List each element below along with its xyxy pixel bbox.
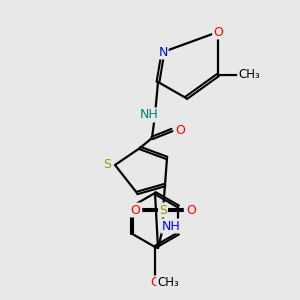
Text: S: S [103, 158, 111, 172]
Text: NH: NH [162, 220, 180, 232]
Text: CH₃: CH₃ [238, 68, 260, 82]
Text: O: O [150, 277, 160, 290]
Text: S: S [159, 203, 167, 217]
Text: NH: NH [140, 109, 158, 122]
Text: O: O [186, 203, 196, 217]
Text: O: O [130, 203, 140, 217]
Text: O: O [213, 26, 223, 38]
Text: N: N [158, 46, 168, 59]
Text: CH₃: CH₃ [157, 277, 179, 290]
Text: O: O [175, 124, 185, 136]
